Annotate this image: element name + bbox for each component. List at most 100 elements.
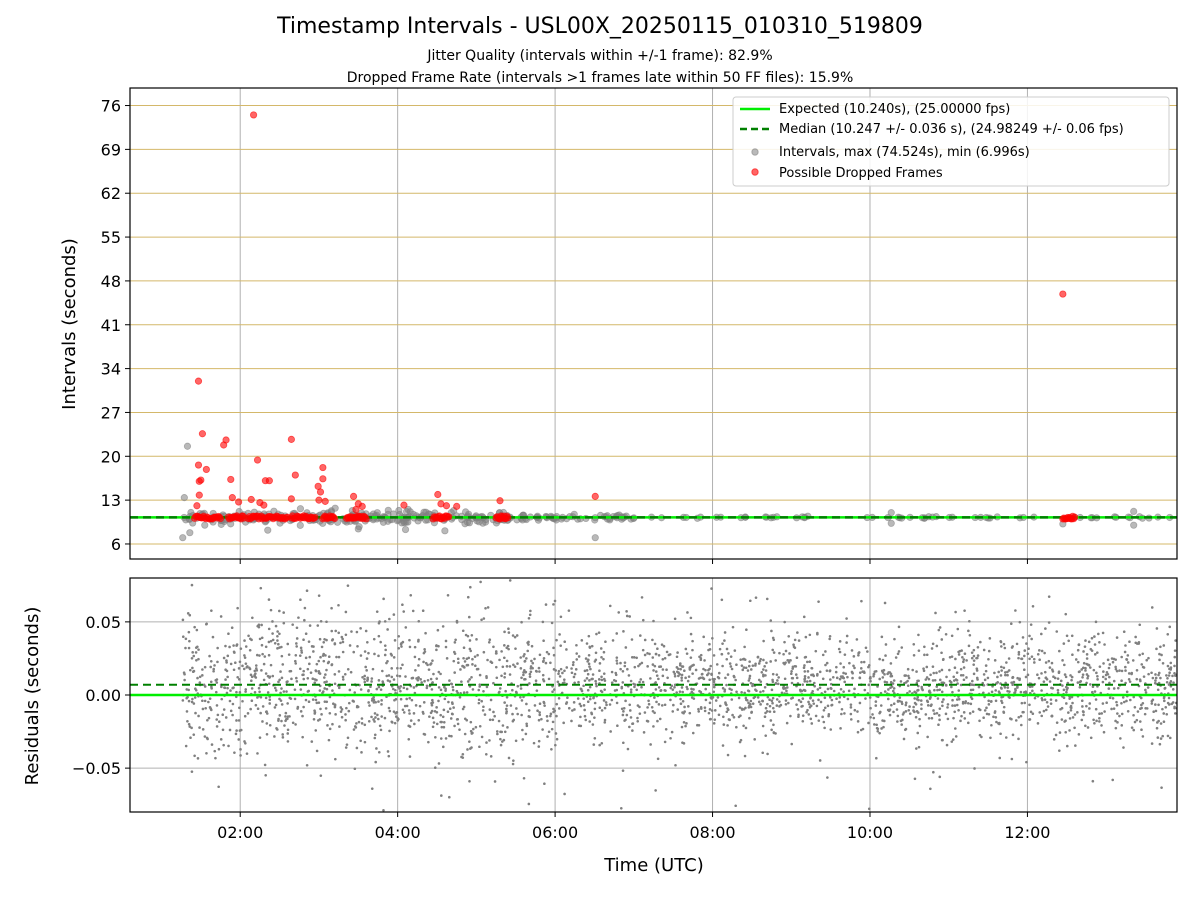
residual-point bbox=[360, 717, 364, 720]
residual-point bbox=[770, 688, 774, 692]
residual-point bbox=[341, 640, 345, 644]
residual-point bbox=[1159, 722, 1163, 725]
residual-point bbox=[724, 676, 727, 680]
residual-point bbox=[931, 642, 935, 646]
residual-point bbox=[455, 718, 459, 721]
residual-point bbox=[803, 664, 806, 667]
residual-point bbox=[469, 585, 472, 589]
residual-point bbox=[1154, 703, 1157, 706]
residual-point bbox=[1040, 649, 1044, 653]
residual-point bbox=[650, 706, 654, 709]
residual-point bbox=[363, 650, 367, 653]
residual-point bbox=[447, 700, 450, 704]
residual-point bbox=[1002, 666, 1006, 670]
residual-point bbox=[486, 658, 489, 662]
residual-point bbox=[688, 711, 692, 715]
residual-point bbox=[289, 669, 293, 673]
residual-point bbox=[1099, 691, 1103, 695]
residual-point bbox=[209, 707, 213, 710]
residual-point bbox=[207, 716, 211, 720]
residual-point bbox=[485, 741, 488, 744]
residual-point bbox=[417, 638, 420, 642]
residual-point bbox=[525, 702, 528, 706]
residual-point bbox=[892, 679, 896, 682]
residual-point bbox=[370, 680, 373, 683]
residual-point bbox=[339, 710, 343, 713]
residual-point bbox=[959, 719, 962, 723]
residual-point bbox=[749, 681, 753, 685]
residual-point bbox=[827, 714, 830, 718]
residual-point bbox=[923, 645, 926, 649]
residual-point bbox=[785, 686, 789, 689]
residual-point bbox=[735, 690, 738, 694]
residual-point bbox=[989, 700, 993, 703]
residual-point bbox=[835, 676, 839, 680]
residual-point bbox=[311, 677, 315, 681]
dropped-frame-point bbox=[291, 471, 299, 479]
residual-point bbox=[653, 664, 657, 668]
residual-point bbox=[912, 643, 916, 646]
residual-point bbox=[279, 699, 283, 702]
residual-point bbox=[792, 645, 796, 649]
residual-point bbox=[945, 675, 948, 679]
residual-point bbox=[442, 708, 446, 712]
residual-point bbox=[208, 654, 211, 658]
residual-point bbox=[699, 653, 703, 657]
residual-point bbox=[915, 747, 918, 750]
residual-point bbox=[450, 701, 454, 704]
residual-point bbox=[577, 680, 580, 684]
residual-point bbox=[580, 639, 584, 642]
residual-point bbox=[557, 672, 560, 676]
residual-point bbox=[1036, 652, 1040, 656]
residual-point bbox=[368, 704, 371, 707]
residual-point bbox=[724, 702, 727, 706]
residual-point bbox=[916, 688, 920, 692]
residual-point bbox=[1135, 677, 1139, 681]
dropped-frame-point bbox=[331, 514, 339, 523]
residual-point bbox=[222, 656, 226, 660]
residual-point bbox=[1027, 647, 1030, 651]
residual-point bbox=[984, 664, 988, 667]
residual-point bbox=[765, 597, 769, 601]
residual-point bbox=[853, 666, 856, 670]
residual-point bbox=[659, 689, 663, 692]
residual-point bbox=[972, 683, 976, 687]
residual-point bbox=[1087, 663, 1091, 667]
residual-point bbox=[243, 740, 246, 743]
residual-point bbox=[461, 664, 464, 668]
residual-point bbox=[388, 680, 392, 683]
residual-point bbox=[680, 673, 684, 677]
residual-point bbox=[210, 685, 213, 689]
residual-point bbox=[528, 682, 531, 685]
residual-point bbox=[468, 779, 471, 783]
residual-point bbox=[495, 651, 498, 655]
residual-point bbox=[823, 696, 827, 700]
residual-point bbox=[1130, 726, 1134, 729]
residual-point bbox=[330, 606, 333, 610]
residual-point bbox=[850, 649, 854, 652]
residual-point bbox=[192, 733, 196, 736]
residual-point bbox=[642, 731, 646, 734]
residual-point bbox=[896, 652, 900, 656]
residual-point bbox=[1056, 677, 1060, 680]
residual-point bbox=[747, 689, 751, 693]
residual-point bbox=[1092, 718, 1095, 722]
residual-point bbox=[1154, 676, 1158, 680]
residual-point bbox=[702, 667, 705, 671]
dropped-frame-point bbox=[400, 501, 408, 509]
residual-point bbox=[860, 599, 863, 603]
residual-point bbox=[420, 681, 423, 684]
residual-point bbox=[1155, 647, 1158, 651]
residual-point bbox=[998, 756, 1002, 760]
residual-point bbox=[593, 716, 596, 719]
residual-point bbox=[417, 719, 421, 722]
residual-point bbox=[1128, 680, 1132, 683]
residual-point bbox=[287, 653, 291, 656]
residual-point bbox=[662, 644, 666, 648]
residual-point bbox=[1174, 639, 1177, 642]
residual-point bbox=[717, 676, 721, 680]
residual-point bbox=[341, 675, 345, 679]
residual-point bbox=[207, 700, 210, 704]
residual-point bbox=[840, 707, 844, 711]
residual-point bbox=[594, 682, 598, 686]
